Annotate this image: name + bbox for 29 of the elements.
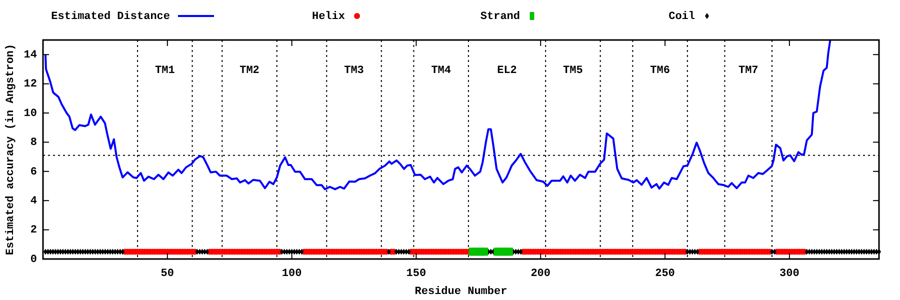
x-axis-title: Residue Number: [414, 286, 508, 298]
x-tick-label: 250: [655, 268, 675, 280]
x-tick-label: 300: [780, 268, 800, 280]
y-tick-label: 8: [30, 137, 38, 150]
ref-line-label: TM3: [344, 64, 364, 77]
legend-label: Estimated Distance: [51, 10, 170, 23]
y-tick-label: 0: [30, 254, 37, 266]
y-tick-label: 10: [24, 108, 37, 120]
ref-line-label: TM7: [738, 64, 758, 77]
ref-line-label: TM2: [240, 64, 260, 77]
y-tick-label: 4: [30, 196, 38, 208]
ref-line-label: EL2: [497, 64, 517, 77]
y-tick-label: 6: [30, 166, 37, 178]
y-axis-title: Estimated accuracy (in Angstron): [5, 44, 17, 256]
ref-line-label: TM6: [650, 64, 670, 77]
ref-line-label: TM4: [431, 64, 452, 77]
ref-line-label: TM5: [563, 64, 584, 77]
y-tick-label: 2: [30, 224, 37, 237]
y-tick-label: 12: [24, 78, 37, 91]
x-tick-label: 200: [530, 268, 551, 280]
ref-line-label: TM1: [155, 64, 176, 77]
y-tick-label: 14: [24, 50, 38, 62]
legend-label: Strand: [480, 10, 520, 23]
x-tick-label: 50: [160, 268, 174, 280]
x-tick-label: 150: [406, 268, 426, 280]
line-series: [44, 39, 832, 190]
legend-label: Coil: [668, 10, 696, 23]
legend-label: Helix: [312, 10, 346, 23]
x-tick-label: 100: [282, 268, 302, 280]
